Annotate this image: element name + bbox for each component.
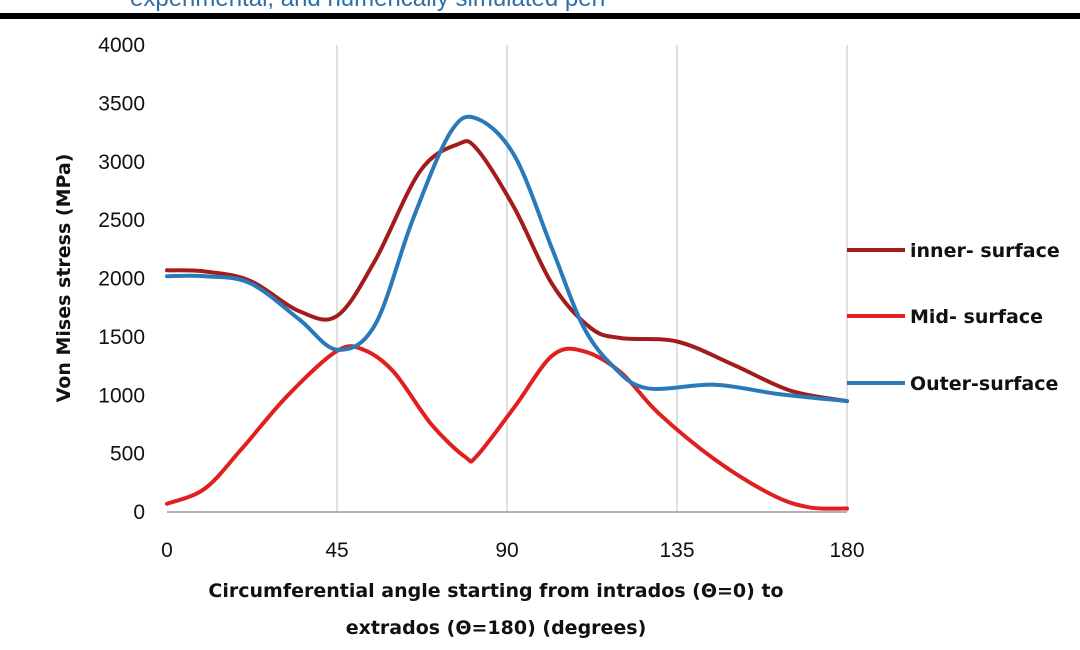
top-rule <box>0 13 1080 19</box>
top-header-strip: experimental, and numerically simulated … <box>0 0 1080 13</box>
legend-label: Outer-surface <box>910 373 1058 395</box>
x-axis-title-line-1: Circumferential angle starting from intr… <box>208 580 783 602</box>
series-lines <box>165 114 849 511</box>
y-tick-label: 500 <box>110 443 145 466</box>
y-tick-label: 2000 <box>98 268 145 291</box>
y-tick-label: 0 <box>133 501 145 524</box>
legend: inner- surface Mid- surface Outer-surface <box>847 240 1060 395</box>
series-line-0 <box>165 139 849 404</box>
y-axis-title: Von Mises stress (MPa) <box>53 154 75 403</box>
y-tick-label: 3000 <box>98 151 145 174</box>
y-tick-label: 2500 <box>98 209 145 232</box>
y-tick-label: 1000 <box>98 384 145 407</box>
y-tick-label: 4000 <box>98 34 145 57</box>
x-tick-label: 90 <box>495 539 518 562</box>
x-tick-label: 45 <box>325 539 348 562</box>
x-tick-label: 135 <box>659 539 694 562</box>
x-axis-ticks: 0 45 90 135 180 <box>161 539 864 562</box>
series-line-2 <box>165 114 849 404</box>
x-axis-title-line-2: extrados (Θ=180) (degrees) <box>346 617 647 639</box>
legend-label: inner- surface <box>910 240 1060 262</box>
y-tick-label: 3500 <box>98 92 145 115</box>
gridlines <box>336 45 848 512</box>
y-tick-label: 1500 <box>98 326 145 349</box>
legend-label: Mid- surface <box>910 306 1043 328</box>
top-header-text: experimental, and numerically simulated … <box>130 0 606 13</box>
series-line-1 <box>165 344 849 511</box>
y-axis-ticks: 0 500 1000 1500 2000 2500 3000 3500 4000 <box>98 34 145 524</box>
x-tick-label: 0 <box>161 539 173 562</box>
x-tick-label: 180 <box>829 539 864 562</box>
